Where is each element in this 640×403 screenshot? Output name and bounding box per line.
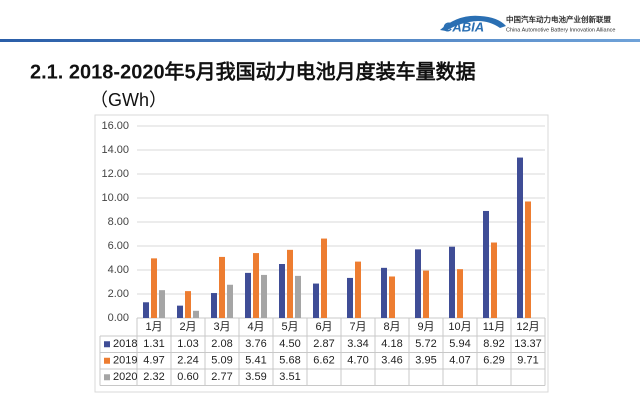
bar (423, 270, 429, 318)
data-label: 3.76 (245, 338, 266, 350)
chart-title: 2.1. 2018-2020年5月我国动力电池月度装车量数据 (30, 59, 476, 83)
x-tick-label: 11月 (483, 321, 505, 333)
bar (457, 269, 463, 318)
data-label: 5.72 (415, 338, 436, 350)
bar (261, 274, 267, 318)
data-label: 2.08 (211, 338, 232, 350)
data-label: 5.94 (449, 338, 470, 350)
bar (177, 305, 183, 318)
bar (525, 201, 531, 318)
data-label: 5.41 (245, 355, 266, 367)
data-label: 5.68 (279, 355, 300, 367)
data-label: 4.70 (347, 355, 368, 367)
org-cn: 中国汽车动力电池产业创新联盟 (506, 14, 611, 24)
data-label: 4.97 (143, 355, 164, 367)
bar (321, 238, 327, 318)
bar (347, 277, 353, 318)
data-label: 2.24 (177, 355, 198, 367)
bar (381, 267, 387, 318)
legend-label: 2018 (113, 338, 137, 350)
data-label: 1.03 (177, 338, 198, 350)
bar (295, 275, 301, 318)
legend-swatch (104, 374, 110, 381)
legend-label: 2020 (113, 371, 137, 383)
y-tick-label: 2.00 (108, 288, 129, 300)
bar (415, 249, 421, 318)
data-label: 2.77 (211, 371, 232, 383)
chart-subtitle: （GWh） (90, 90, 167, 110)
org-en: China Automotive Battery Innovation Alli… (506, 27, 615, 33)
bar (211, 293, 217, 318)
bar (313, 283, 319, 318)
y-tick-label: 8.00 (108, 216, 129, 228)
y-tick-label: 14.00 (101, 144, 129, 156)
bar (245, 272, 251, 318)
bar (389, 276, 395, 318)
data-label: 4.07 (449, 355, 470, 367)
data-label: 1.31 (143, 338, 164, 350)
x-tick-label: 5月 (281, 321, 298, 333)
data-label: 3.51 (279, 371, 300, 383)
data-label: 3.59 (245, 371, 266, 383)
legend-swatch (104, 341, 110, 348)
data-label: 8.92 (483, 338, 504, 350)
x-tick-label: 2月 (179, 321, 196, 333)
y-tick-label: 16.00 (101, 120, 129, 132)
bar (219, 256, 225, 318)
x-tick-label: 7月 (349, 321, 366, 333)
x-tick-label: 6月 (315, 321, 332, 333)
x-tick-label: 12月 (516, 321, 539, 333)
x-tick-label: 3月 (213, 321, 230, 333)
bar (287, 249, 293, 318)
data-label: 6.62 (313, 355, 334, 367)
y-tick-label: 10.00 (101, 192, 129, 204)
data-label: 6.29 (483, 355, 504, 367)
logo-text: CABIA (443, 19, 484, 34)
x-tick-label: 8月 (383, 321, 400, 333)
data-label: 9.71 (517, 355, 538, 367)
legend-swatch (104, 357, 110, 364)
y-tick-label: 6.00 (108, 240, 129, 252)
y-tick-label: 12.00 (101, 168, 129, 180)
legend-label: 2019 (113, 355, 137, 367)
bar (449, 246, 455, 318)
y-tick-label: 0.00 (108, 312, 129, 324)
logo-icon (440, 15, 506, 31)
data-label: 3.34 (347, 338, 368, 350)
bar (227, 284, 233, 318)
data-label: 5.09 (211, 355, 232, 367)
bar (151, 258, 157, 318)
x-tick-label: 1月 (145, 321, 162, 333)
chart-frame (94, 114, 549, 393)
bar (159, 290, 165, 318)
bar (491, 242, 497, 318)
data-label: 2.32 (143, 371, 164, 383)
data-label: 4.50 (279, 338, 300, 350)
data-label: 3.95 (415, 355, 436, 367)
bar (483, 210, 489, 318)
bar (517, 157, 523, 318)
x-tick-label: 4月 (247, 321, 264, 333)
data-label: 0.60 (177, 371, 198, 383)
data-label: 3.46 (381, 355, 402, 367)
bar (193, 310, 199, 318)
x-tick-label: 10月 (448, 321, 471, 333)
bar (143, 302, 149, 318)
data-label: 13.37 (514, 338, 542, 350)
data-label: 2.87 (313, 338, 334, 350)
x-tick-label: 9月 (417, 321, 434, 333)
bar (279, 264, 285, 318)
bar (355, 261, 361, 318)
y-tick-label: 4.00 (108, 264, 129, 276)
bar (253, 253, 259, 318)
data-label: 4.18 (381, 338, 402, 350)
bar (185, 291, 191, 318)
header-rule (0, 39, 640, 42)
